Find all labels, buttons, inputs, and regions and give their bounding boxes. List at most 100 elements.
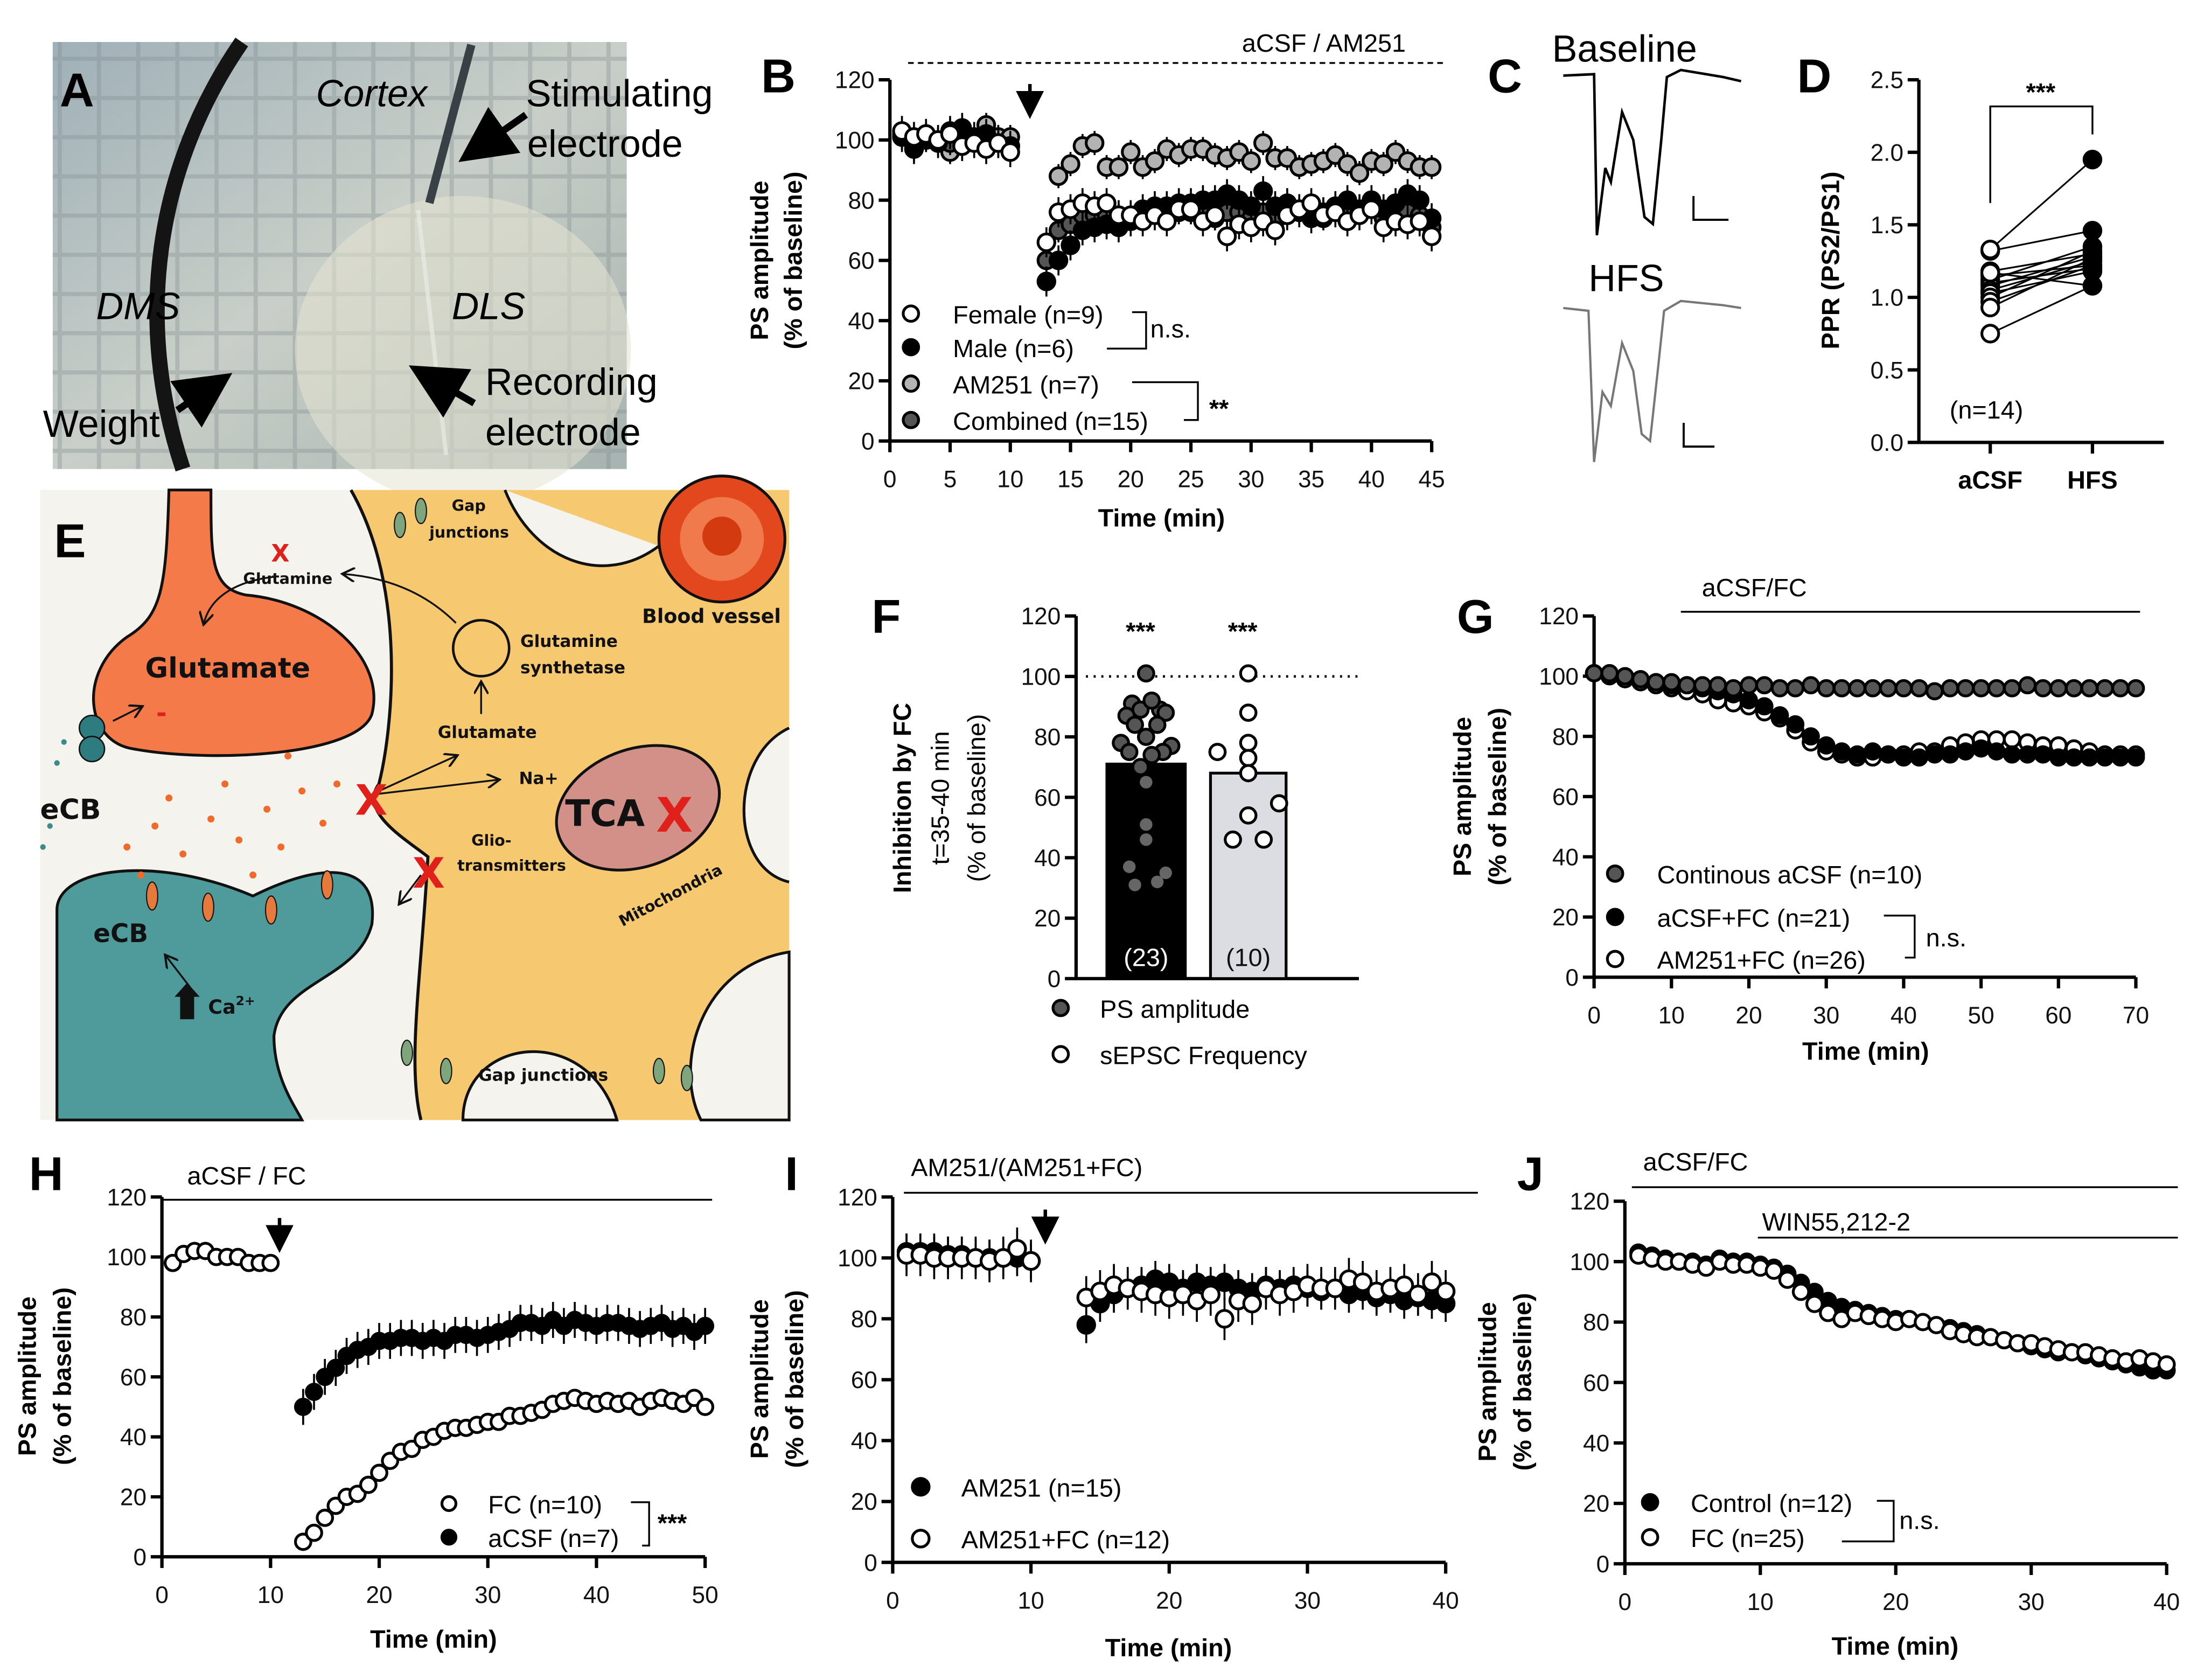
data-point [1145,151,1165,171]
data-point [1021,1251,1041,1271]
data-point [1036,271,1057,291]
data-point [305,1383,323,1402]
y-tick-label: 100 [835,128,875,154]
legend-marker [440,1529,458,1546]
data-point [1786,715,1805,734]
chart-d: 0.0 0.5 1.0 1.5 2.0 2.5 aCSF HFS PPR (PS2/PS1) **… [1816,67,2164,494]
x-category-label: aCSF [1958,466,2022,494]
y-tick-label: 2.5 [1871,67,1903,94]
data-point [1647,673,1665,692]
label-stim-1: Stimulating [526,72,713,115]
x-tick-label: 10 [1658,1002,1685,1029]
baseline-trace [1563,68,1742,235]
y-tick-label: 60 [848,248,874,274]
stat-label: n.s. [1899,1506,1940,1534]
data-point [1036,232,1057,253]
block-x-transporter: X [355,777,387,825]
data-point [1150,875,1164,888]
data-point [1157,211,1177,231]
data-point [1120,743,1139,761]
hfs-trace [1563,299,1741,462]
y-axis-label: (% of baseline) [1509,1293,1537,1470]
y-axis-label: (% of baseline) [1483,708,1511,886]
label-ca: Ca2+ [208,993,255,1019]
data-point [1662,673,1681,692]
stat-bracket [1132,381,1199,421]
label-glut-synth-2: synthetase [520,658,625,678]
data-point [1007,1239,1027,1259]
y-tick-label: 40 [1552,844,1579,870]
series-dark [1585,664,2145,701]
data-point [1241,151,1261,171]
stat-label: n.s. [1926,924,1966,952]
data-point [1242,1293,1262,1314]
y-tick-label: 120 [838,1184,877,1211]
y-tick-label: 20 [1583,1491,1609,1517]
legend-marker [902,338,920,357]
data-point [1848,679,1867,698]
label-glutamate: Glutamate [438,723,537,742]
panel-c-traces: C Baseline HFS [1488,27,1742,462]
x-axis-label: Time (min) [370,1625,497,1653]
data-point [1894,748,1913,767]
data-point [1864,679,1882,698]
label-glutamine: Glutamine [243,569,332,588]
x-tick-label: 0 [1618,1589,1631,1615]
data-point [1373,154,1393,174]
data-point [1325,1278,1345,1299]
x-axis-label: Time (min) [1832,1632,1959,1660]
data-point [1616,667,1634,686]
legend-label: aCSF+FC (n=21) [1657,904,1851,932]
data-point [1239,734,1258,752]
label-glut-synth-1: Glutamine [520,632,618,651]
data-point [1201,1284,1220,1305]
block-x-glutamine: X [271,540,289,567]
stat-label: n.s. [1150,315,1191,343]
chart-title: aCSF/FC [1702,574,1807,602]
data-point [1832,742,1851,761]
data-point [1136,664,1155,683]
series-open [896,1227,1456,1340]
y-tick-label: 0 [1048,966,1061,992]
data-point [1108,157,1129,177]
y-axis-label: (% of baseline) [963,714,991,882]
data-point [1972,739,1990,758]
data-point [1740,691,1758,709]
data-point [2126,679,2145,698]
data-point [1254,830,1273,849]
x-tick-label: 50 [692,1582,719,1608]
x-axis-label: Time (min) [1105,1634,1232,1662]
data-point [1925,745,1944,764]
data-point-acsf [1980,324,2000,344]
y-tick-label: 120 [1021,603,1061,630]
chart-b: 0 20 40 60 80 100 120 0 5 10 15 20 25 30 35 40 45 Time (m… [745,29,1446,532]
data-point [1085,133,1105,153]
data-point [1987,742,2006,761]
x-tick-label: 0 [155,1582,169,1608]
legend-marker [902,410,920,429]
data-point [294,1398,312,1416]
data-point [1048,250,1069,270]
data-point [2111,679,2130,698]
y-axis-label: PS amplitude [1474,1302,1502,1461]
data-point [1600,664,1619,682]
stat-bracket [1884,915,1916,959]
y-tick-label: 100 [838,1245,877,1272]
data-point [1148,715,1167,734]
data-point [2018,676,2037,695]
data-point [1764,1261,1783,1280]
data-point [1121,142,1141,162]
series-open [1629,1246,2176,1374]
panel-e-diagram: E Gap junctions Glutamine Glutamine synt… [40,475,791,1121]
x-tick-label: 0 [886,1587,899,1614]
y-axis-label: PS amplitude [13,1296,41,1456]
y-tick-label: 40 [1034,845,1061,872]
series-open [163,1242,715,1551]
block-x-gliotransmitter: X [413,849,445,898]
x-tick-label: 0 [1587,1002,1601,1029]
arrow-weight [170,373,233,428]
y-axis-label: (% of baseline) [779,171,807,349]
data-point [1128,879,1141,891]
data-point [1362,199,1382,219]
label-gap-top-2: junctions [429,523,509,541]
